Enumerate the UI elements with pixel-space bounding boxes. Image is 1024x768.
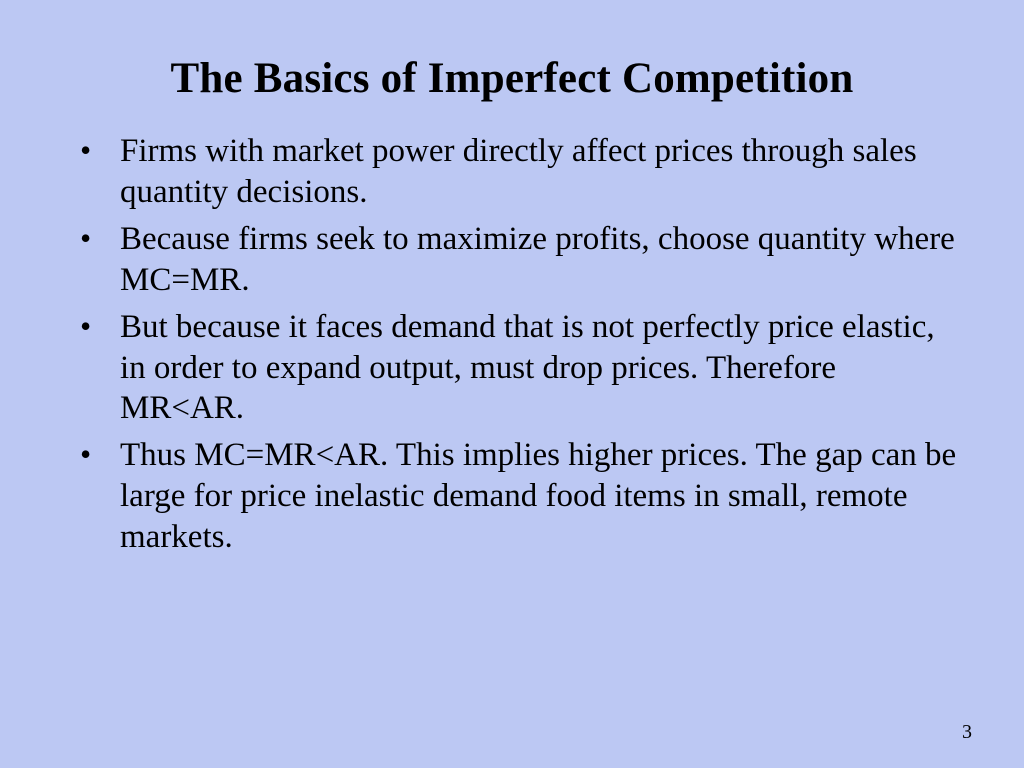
bullet-item: Firms with market power directly affect … xyxy=(58,131,966,213)
bullet-item: But because it faces demand that is not … xyxy=(58,307,966,430)
slide-title: The Basics of Imperfect Competition xyxy=(58,54,966,103)
bullet-item: Thus MC=MR<AR. This implies higher price… xyxy=(58,435,966,558)
page-number: 3 xyxy=(962,721,972,744)
bullet-list: Firms with market power directly affect … xyxy=(58,131,966,558)
bullet-item: Because firms seek to maximize profits, … xyxy=(58,219,966,301)
